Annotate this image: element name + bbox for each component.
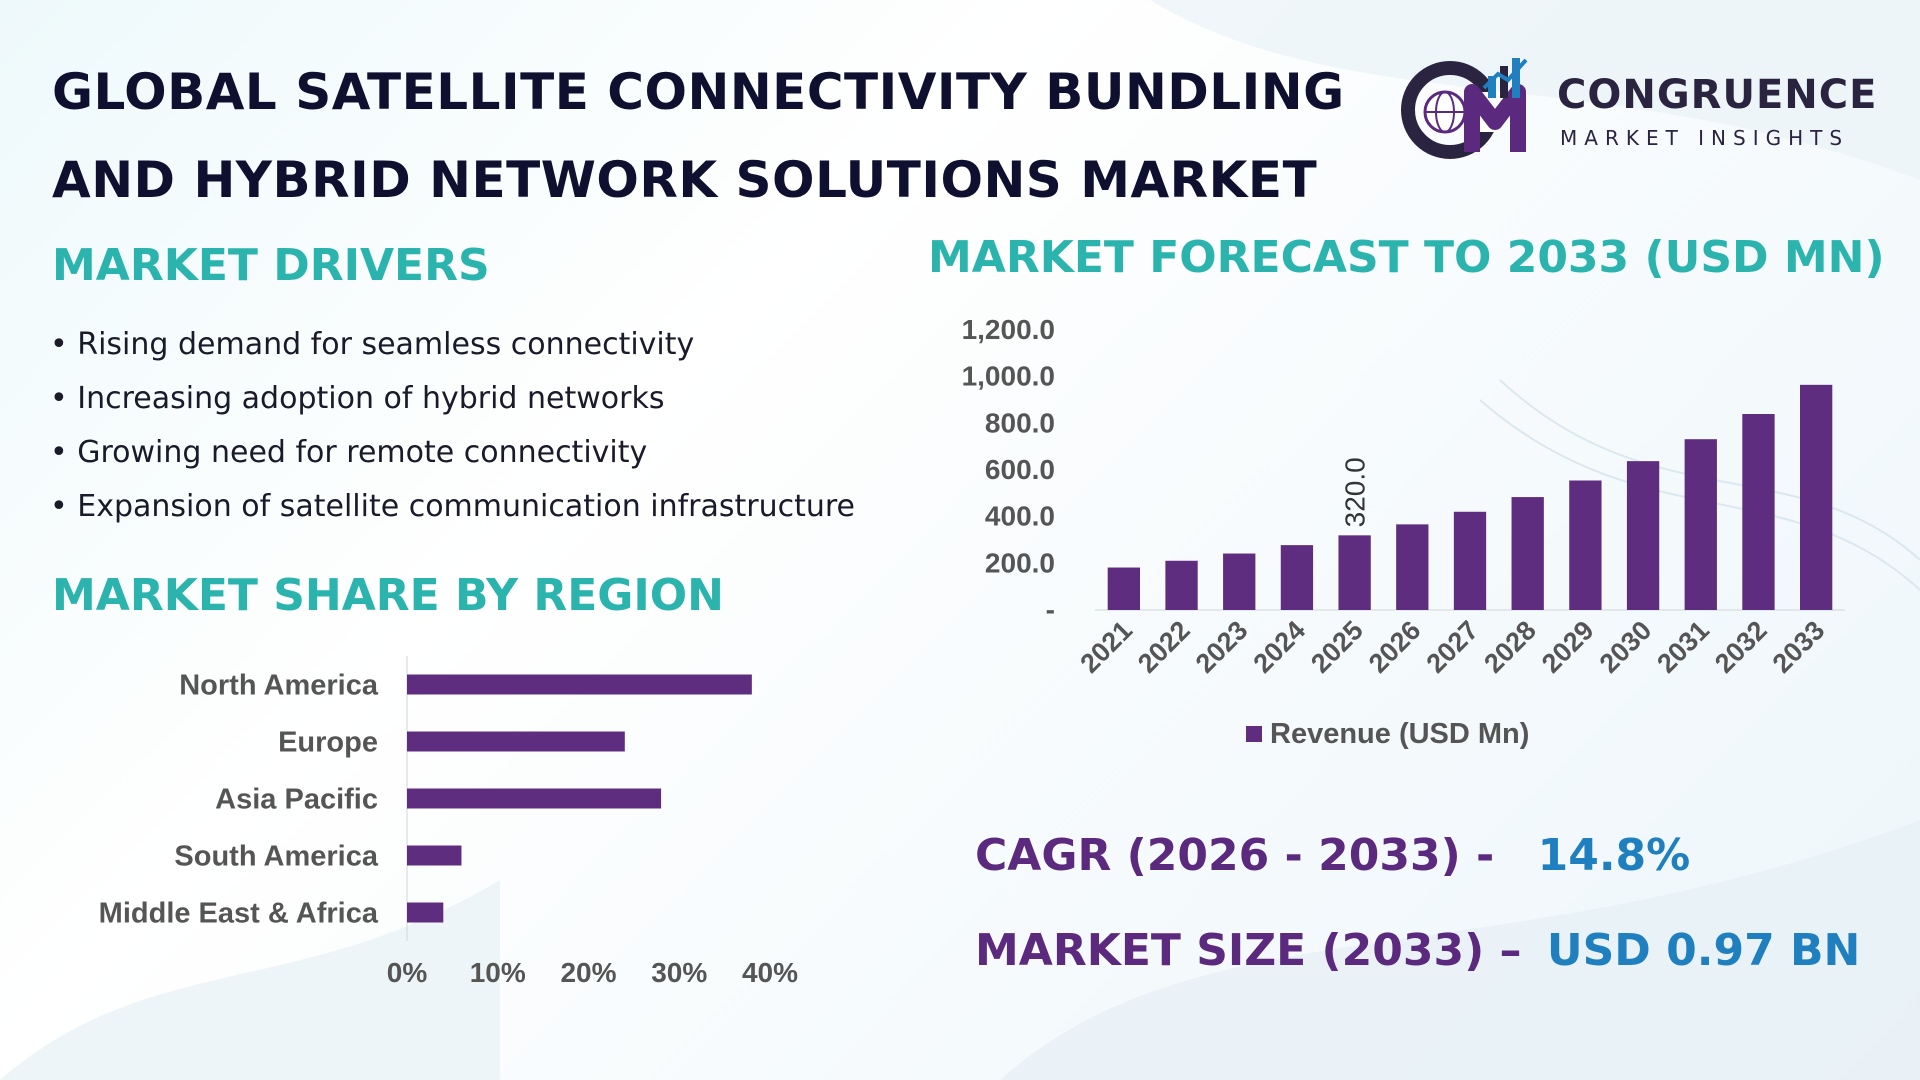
driver-item: Growing need for remote connectivity — [50, 430, 855, 484]
legend-label: Revenue (USD Mn) — [1270, 718, 1529, 750]
x-tick-label: 30% — [651, 957, 707, 988]
y-tick-label: - — [1046, 594, 1055, 625]
cagr-value: 14.8% — [1537, 830, 1691, 881]
market-size-kpi: MARKET SIZE (2033) – USD 0.97 BN — [975, 925, 1860, 976]
region-bar — [407, 674, 752, 695]
x-tick-label: 2033 — [1767, 615, 1831, 679]
forecast-bar — [1453, 511, 1487, 610]
y-tick-label: 200.0 — [985, 547, 1055, 578]
market-size-value: USD 0.97 BN — [1546, 925, 1861, 976]
region-bar — [407, 845, 462, 866]
region-label: South America — [174, 841, 378, 873]
forecast-bar — [1742, 414, 1775, 610]
bar-data-label: 320.0 — [1340, 457, 1371, 527]
drivers-list: Rising demand for seamless connectivity … — [50, 322, 855, 538]
forecast-bar — [1338, 535, 1371, 610]
page-title-line-2: AND HYBRID NETWORK SOLUTIONS MARKET — [52, 151, 1318, 209]
region-label: Asia Pacific — [215, 784, 378, 816]
x-tick-label: 2028 — [1478, 615, 1542, 679]
forecast-bar — [1511, 497, 1544, 610]
x-tick-label: 2031 — [1651, 615, 1715, 679]
x-tick-label: 2022 — [1132, 615, 1196, 679]
forecast-bar — [1280, 545, 1314, 610]
y-tick-label: 600.0 — [985, 454, 1055, 485]
region-bar — [407, 902, 444, 923]
forecast-bar — [1107, 567, 1140, 610]
cagr-kpi: CAGR (2026 - 2033) - 14.8% — [975, 830, 1690, 881]
region-label: Middle East & Africa — [99, 898, 379, 930]
driver-item: Rising demand for seamless connectivity — [50, 322, 855, 376]
region-bar — [407, 731, 625, 752]
region-heading: MARKET SHARE BY REGION — [52, 570, 724, 621]
x-tick-label: 40% — [742, 957, 798, 988]
page-title-line-1: GLOBAL SATELLITE CONNECTIVITY BUNDLING — [52, 63, 1345, 121]
page-title: GLOBAL SATELLITE CONNECTIVITY BUNDLING A… — [52, 48, 1352, 224]
x-tick-label: 2027 — [1421, 615, 1485, 679]
region-label: North America — [179, 670, 379, 702]
x-tick-label: 2025 — [1305, 615, 1369, 679]
forecast-bar — [1569, 480, 1602, 610]
cagr-label: CAGR (2026 - 2033) - — [975, 830, 1495, 881]
forecast-bar — [1684, 439, 1717, 610]
x-tick-label: 2021 — [1074, 615, 1138, 679]
drivers-heading: MARKET DRIVERS — [52, 240, 490, 291]
y-tick-label: 1,000.0 — [962, 361, 1055, 392]
y-tick-label: 400.0 — [985, 501, 1055, 532]
x-tick-label: 2023 — [1190, 615, 1254, 679]
forecast-bar — [1396, 524, 1429, 610]
x-tick-label: 2024 — [1247, 615, 1311, 679]
forecast-bar — [1223, 553, 1256, 610]
region-label: Europe — [278, 727, 378, 759]
brand-logo: CONGRUENCE MARKET INSIGHTS — [1400, 52, 1880, 162]
logo-brand-name: CONGRUENCE — [1557, 72, 1878, 118]
x-tick-label: 10% — [470, 957, 526, 988]
market-size-label: MARKET SIZE (2033) – — [975, 925, 1522, 976]
x-tick-label: 0% — [387, 957, 428, 988]
y-tick-label: 800.0 — [985, 407, 1055, 438]
x-tick-label: 2029 — [1536, 615, 1600, 679]
forecast-bar — [1165, 560, 1198, 610]
x-tick-label: 20% — [560, 957, 616, 988]
x-tick-label: 2026 — [1363, 615, 1427, 679]
forecast-bar — [1626, 461, 1660, 610]
legend-swatch — [1246, 726, 1262, 742]
x-tick-label: 2030 — [1594, 615, 1658, 679]
logo-tagline: MARKET INSIGHTS — [1560, 126, 1850, 150]
logo-mark-icon — [1401, 58, 1528, 159]
region-bar — [407, 788, 662, 809]
y-tick-label: 1,200.0 — [962, 314, 1055, 345]
driver-item: Increasing adoption of hybrid networks — [50, 376, 855, 430]
driver-item: Expansion of satellite communication inf… — [50, 484, 855, 538]
forecast-heading: MARKET FORECAST TO 2033 (USD MN) — [928, 232, 1885, 283]
forecast-bar — [1800, 384, 1833, 610]
x-tick-label: 2032 — [1709, 615, 1773, 679]
